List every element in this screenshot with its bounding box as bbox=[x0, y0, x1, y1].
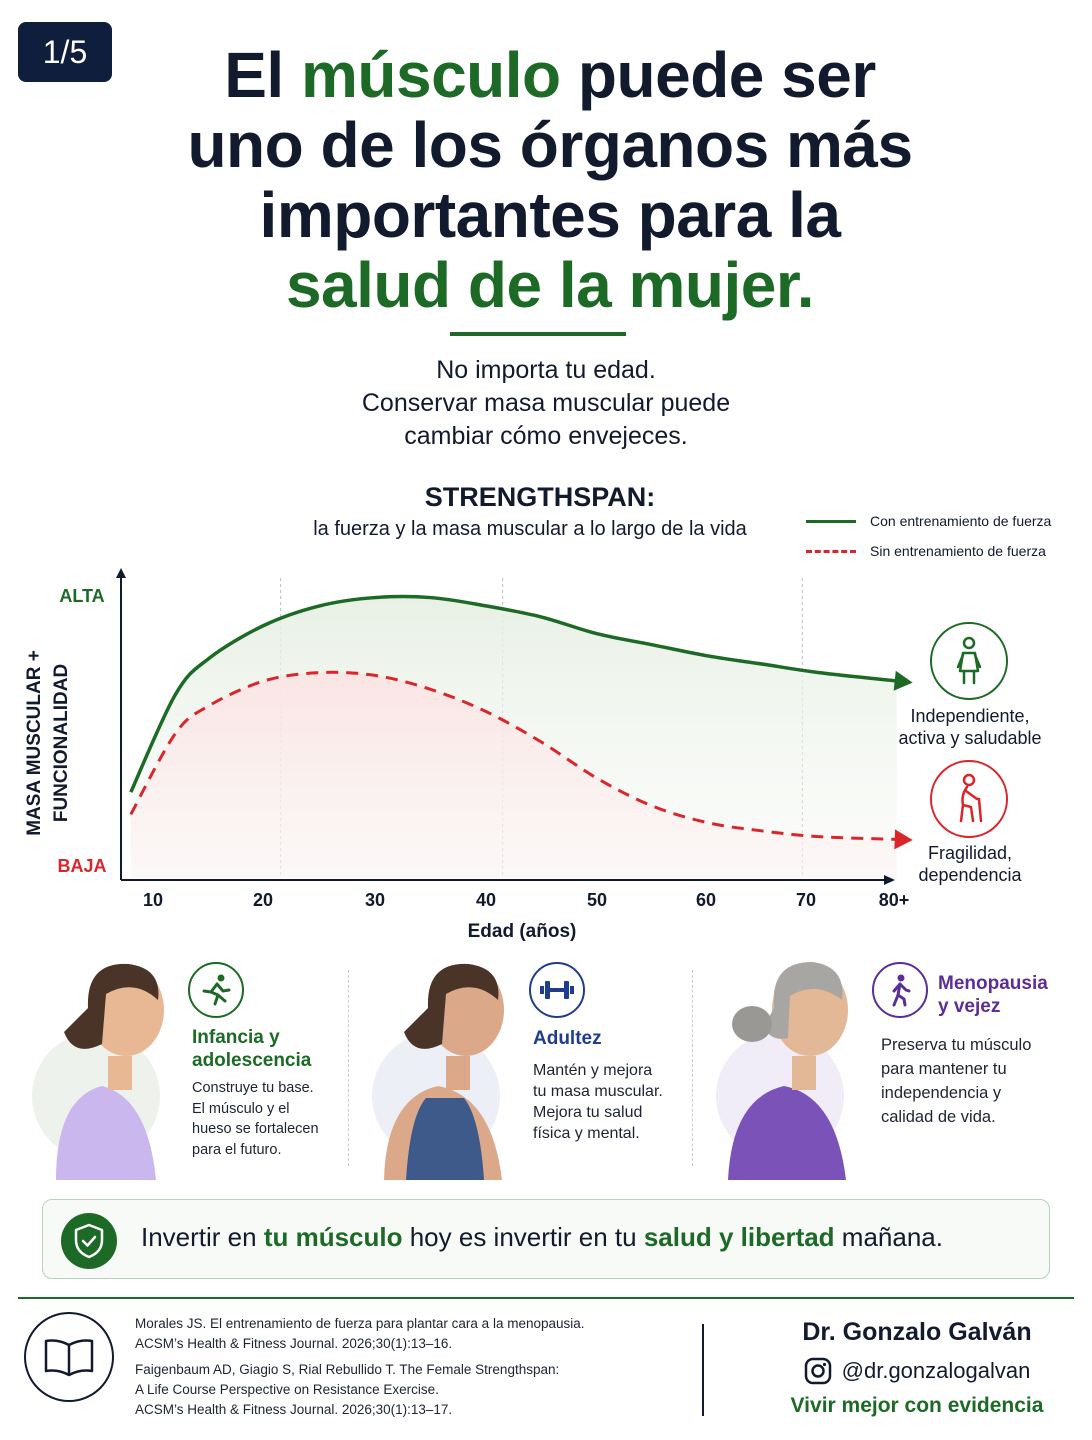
references: Morales JS. El entrenamiento de fuerza p… bbox=[135, 1314, 695, 1426]
author-tagline: Vivir mejor con evidencia bbox=[790, 1394, 1044, 1417]
stage-text-menopause: Preserva tu músculo para mantener tu ind… bbox=[881, 1036, 1032, 1126]
x-tick-label: 40 bbox=[476, 890, 496, 910]
x-tick-label: 20 bbox=[253, 890, 273, 910]
book-icon bbox=[24, 1312, 114, 1402]
outcome-fragility: Fragilidad, dependencia bbox=[918, 843, 1022, 885]
page-counter-badge: 1/5 bbox=[18, 22, 112, 82]
stage-divider bbox=[348, 970, 349, 1166]
strengthspan-chart: 10 20 30 40 50 60 70 80+ ALTA BAJA MASA MUSCULA… bbox=[24, 568, 913, 942]
x-tick-label: 30 bbox=[365, 890, 385, 910]
x-axis-label: Edad (años) bbox=[468, 921, 577, 942]
series-line-untrained bbox=[129, 670, 897, 841]
y-axis-label-line1: MASA MUSCULAR + bbox=[24, 650, 45, 836]
cta-text: Invertir en tu músculo hoy es invertir e… bbox=[141, 1222, 943, 1252]
reference-item: Faigenbaum AD, Giagio S, Rial Rebullido … bbox=[135, 1362, 560, 1417]
adult-woman-illustration bbox=[372, 963, 504, 1180]
legend-label: Con entrenamiento de fuerza bbox=[870, 513, 1052, 529]
x-tick-label: 10 bbox=[143, 890, 163, 910]
instagram-handle-text: @dr.gonzalogalvan bbox=[841, 1358, 1031, 1383]
girl-illustration bbox=[32, 963, 164, 1180]
trained-arrowhead bbox=[893, 670, 913, 691]
instagram-handle[interactable]: @dr.gonzalogalvan bbox=[760, 1357, 1074, 1385]
shield-check-icon bbox=[61, 1213, 117, 1269]
x-tick-label: 60 bbox=[696, 890, 716, 910]
y-axis-label-line2: FUNCIONALIDAD bbox=[51, 664, 72, 822]
chart-legend: Con entrenamiento de fuerza Sin entrenam… bbox=[806, 506, 1051, 566]
stage-text-adulthood: Mantén y mejora tu masa muscular. Mejora… bbox=[533, 1062, 663, 1142]
untrained-area bbox=[130, 672, 897, 878]
x-tick-label: 70 bbox=[796, 890, 816, 910]
y-axis-arrow bbox=[116, 568, 126, 578]
walking-icon bbox=[872, 962, 928, 1018]
stage-title-childhood: Infancia y adolescencia bbox=[192, 1027, 312, 1071]
elderly-cane-icon bbox=[930, 760, 1008, 838]
author-name: Dr. Gonzalo Galván bbox=[802, 1318, 1032, 1346]
legend-item-trained: Con entrenamiento de fuerza bbox=[806, 506, 1051, 536]
call-to-action-box: Invertir en tu músculo hoy es invertir e… bbox=[42, 1199, 1050, 1279]
standing-woman-icon bbox=[930, 622, 1008, 700]
page-title: El músculo puede ser uno de los órganos … bbox=[187, 39, 913, 321]
x-tick-label: 80+ bbox=[879, 890, 910, 910]
y-high-label: ALTA bbox=[59, 586, 104, 606]
instagram-icon bbox=[804, 1357, 831, 1385]
footer-vertical-divider bbox=[702, 1324, 704, 1416]
chart-title: STRENGTHSPAN: bbox=[424, 482, 656, 512]
stage-text-childhood: Construye tu base. El músculo y el hueso… bbox=[192, 1080, 319, 1158]
legend-item-untrained: Sin entrenamiento de fuerza bbox=[806, 536, 1051, 566]
chart-subtitle: la fuerza y la masa muscular a lo largo … bbox=[313, 518, 747, 540]
footer-divider bbox=[18, 1297, 1074, 1299]
untrained-arrowhead bbox=[894, 829, 913, 850]
subtitle: No importa tu edad. Conservar masa muscu… bbox=[361, 356, 731, 450]
x-tick-label: 50 bbox=[587, 890, 607, 910]
outcome-independent: Independiente, activa y saludable bbox=[898, 706, 1042, 748]
legend-swatch-solid bbox=[806, 519, 856, 523]
legend-label: Sin entrenamiento de fuerza bbox=[870, 543, 1046, 559]
stage-title-menopause: Menopausia y vejez bbox=[938, 973, 1048, 1017]
y-low-label: BAJA bbox=[57, 856, 106, 876]
stage-title-adulthood: Adultez bbox=[533, 1028, 602, 1049]
x-axis-arrow bbox=[884, 875, 895, 885]
legend-swatch-dashed bbox=[806, 549, 856, 553]
dumbbell-icon bbox=[529, 962, 585, 1018]
title-underline bbox=[450, 332, 626, 336]
running-icon bbox=[188, 962, 244, 1018]
older-woman-illustration bbox=[716, 962, 848, 1180]
series-line-trained bbox=[129, 594, 897, 793]
stage-divider bbox=[692, 970, 693, 1166]
reference-item: Morales JS. El entrenamiento de fuerza p… bbox=[135, 1316, 585, 1351]
